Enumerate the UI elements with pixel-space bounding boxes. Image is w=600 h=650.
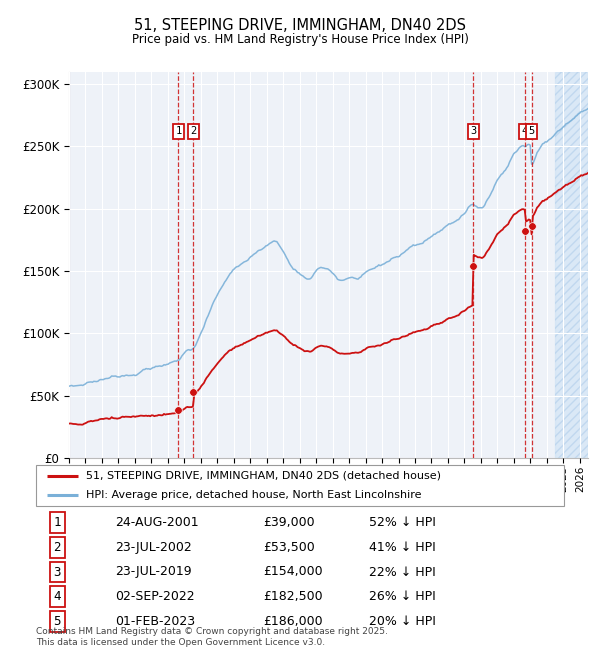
- Text: 23-JUL-2019: 23-JUL-2019: [115, 566, 192, 578]
- Text: HPI: Average price, detached house, North East Lincolnshire: HPI: Average price, detached house, Nort…: [86, 489, 422, 500]
- Bar: [555, 72, 588, 458]
- Text: £154,000: £154,000: [263, 566, 323, 578]
- Text: 3: 3: [53, 566, 61, 578]
- Text: 01-FEB-2023: 01-FEB-2023: [115, 615, 196, 628]
- Text: Contains HM Land Registry data © Crown copyright and database right 2025.
This d: Contains HM Land Registry data © Crown c…: [36, 627, 388, 647]
- Text: 1: 1: [53, 516, 61, 529]
- Text: 51, STEEPING DRIVE, IMMINGHAM, DN40 2DS (detached house): 51, STEEPING DRIVE, IMMINGHAM, DN40 2DS …: [86, 471, 441, 481]
- Text: 1: 1: [175, 127, 182, 136]
- Text: 26% ↓ HPI: 26% ↓ HPI: [368, 590, 436, 603]
- Text: 24-AUG-2001: 24-AUG-2001: [115, 516, 199, 529]
- Text: 5: 5: [53, 615, 61, 628]
- Text: £39,000: £39,000: [263, 516, 314, 529]
- Text: 02-SEP-2022: 02-SEP-2022: [115, 590, 195, 603]
- Text: £182,500: £182,500: [263, 590, 323, 603]
- Text: 51, STEEPING DRIVE, IMMINGHAM, DN40 2DS: 51, STEEPING DRIVE, IMMINGHAM, DN40 2DS: [134, 18, 466, 34]
- Text: 5: 5: [529, 127, 535, 136]
- Text: 2: 2: [190, 127, 197, 136]
- Text: 4: 4: [53, 590, 61, 603]
- Text: 2: 2: [53, 541, 61, 554]
- Bar: [555, 72, 588, 458]
- Text: 20% ↓ HPI: 20% ↓ HPI: [368, 615, 436, 628]
- Text: 4: 4: [522, 127, 528, 136]
- Text: £186,000: £186,000: [263, 615, 323, 628]
- FancyBboxPatch shape: [36, 465, 564, 506]
- Text: £53,500: £53,500: [263, 541, 315, 554]
- Text: 52% ↓ HPI: 52% ↓ HPI: [368, 516, 436, 529]
- Text: Price paid vs. HM Land Registry's House Price Index (HPI): Price paid vs. HM Land Registry's House …: [131, 32, 469, 46]
- Text: 22% ↓ HPI: 22% ↓ HPI: [368, 566, 436, 578]
- Text: 41% ↓ HPI: 41% ↓ HPI: [368, 541, 436, 554]
- Text: 23-JUL-2002: 23-JUL-2002: [115, 541, 192, 554]
- Text: 3: 3: [470, 127, 476, 136]
